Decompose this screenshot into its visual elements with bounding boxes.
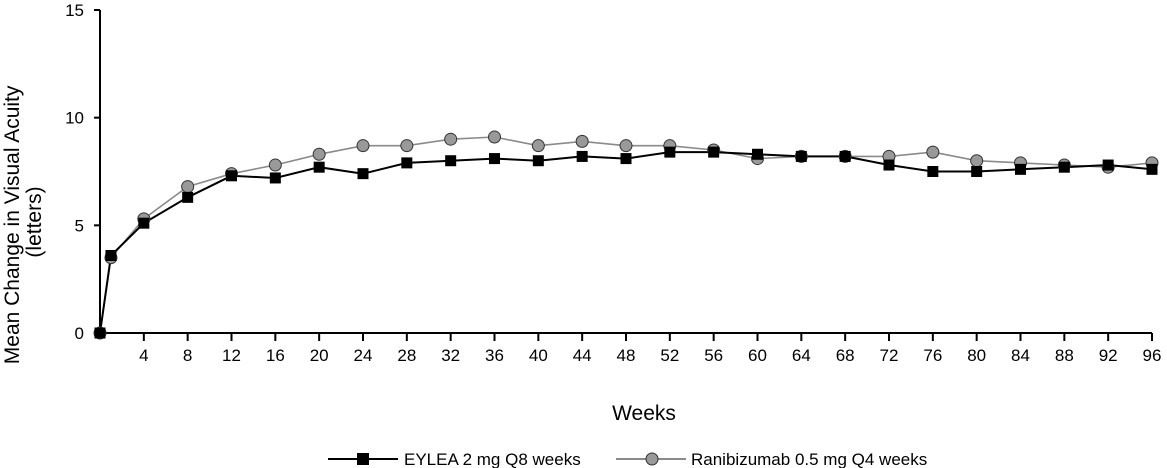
data-point-ranibizumab — [619, 139, 633, 153]
data-point-eylea — [489, 153, 500, 165]
data-point-eylea — [182, 191, 194, 203]
x-tick-label: 68 — [836, 346, 855, 365]
x-tick-label: 44 — [573, 346, 592, 365]
data-point-eylea — [445, 155, 457, 167]
y-axis-title-line-2: (letters) — [23, 186, 46, 257]
data-point-eylea — [664, 146, 676, 158]
data-point-ranibizumab — [488, 130, 501, 144]
y-tick-label: 10 — [65, 109, 84, 128]
data-point-ranibizumab — [356, 139, 370, 153]
series-line-ranibizumab — [99, 136, 1153, 334]
y-tick-label: 0 — [75, 324, 84, 343]
legend-item-ranibizumab: Ranibizumab 0.5 mg Q4 weeks — [616, 450, 927, 468]
data-point-eylea — [1102, 159, 1114, 171]
y-axis-title-line-1: Mean Change in Visual Acuity — [1, 85, 24, 364]
x-tick-label: 20 — [310, 346, 329, 365]
data-point-eylea — [532, 155, 544, 167]
data-point-ranibizumab — [181, 180, 195, 194]
x-tick-label: 60 — [748, 346, 767, 365]
data-point-eylea — [357, 168, 369, 180]
data-point-eylea — [1058, 161, 1070, 173]
legend-label-eylea: EYLEA 2 mg Q8 weeks — [404, 450, 581, 468]
legend-marker-eylea — [357, 453, 369, 465]
x-tick-label: 48 — [617, 346, 636, 365]
y-tick-label: 5 — [75, 216, 84, 235]
x-tick-label: 4 — [139, 346, 148, 365]
data-point-eylea — [226, 170, 237, 182]
data-point-ranibizumab — [312, 147, 326, 161]
data-point-ranibizumab — [444, 132, 458, 146]
x-tick-label: 96 — [1143, 346, 1162, 365]
x-tick-label: 36 — [485, 346, 504, 365]
x-tick-label: 80 — [967, 346, 986, 365]
data-point-eylea — [313, 161, 325, 173]
series-layer — [93, 130, 1159, 340]
data-point-eylea — [105, 249, 117, 261]
legend-marker-ranibizumab — [645, 452, 659, 466]
data-point-eylea — [927, 166, 939, 177]
data-point-ranibizumab — [575, 134, 589, 148]
data-point-eylea — [971, 166, 983, 177]
x-tick-label: 64 — [792, 346, 811, 365]
x-tick-label: 8 — [183, 346, 192, 365]
data-point-ranibizumab — [926, 145, 940, 159]
data-point-eylea — [401, 157, 413, 169]
x-tick-label: 52 — [660, 346, 679, 365]
data-point-eylea — [620, 153, 632, 165]
data-point-eylea — [839, 150, 851, 162]
data-point-ranibizumab — [531, 139, 545, 153]
data-point-ranibizumab — [400, 139, 414, 153]
data-point-eylea — [269, 172, 281, 184]
data-point-eylea — [94, 327, 106, 339]
x-tick-label: 56 — [704, 346, 723, 365]
legend-item-eylea: EYLEA 2 mg Q8 weeks — [328, 450, 581, 468]
y-tick-label: 15 — [65, 1, 84, 20]
x-tick-label: 40 — [529, 346, 548, 365]
x-ticks: 4 8 12 16 20 24 28 32 36 40 44 48 52 56 60 64 68 72 76 80 84… — [139, 333, 1161, 365]
x-tick-label: 16 — [266, 346, 285, 365]
x-tick-label: 12 — [222, 346, 241, 365]
data-point-eylea — [795, 150, 807, 162]
data-point-eylea — [752, 148, 763, 160]
data-point-eylea — [883, 159, 895, 171]
legend: EYLEA 2 mg Q8 weeks Ranibizumab 0.5 mg Q… — [328, 450, 927, 468]
x-tick-label: 76 — [923, 346, 942, 365]
series-line-eylea — [99, 151, 1153, 334]
data-point-eylea — [138, 217, 150, 229]
x-tick-label: 28 — [397, 346, 416, 365]
x-tick-label: 88 — [1055, 346, 1074, 365]
y-axis-title: Mean Change in Visual Acuity (letters) — [1, 80, 46, 364]
x-tick-label: 24 — [354, 346, 373, 365]
data-point-eylea — [1015, 163, 1026, 175]
data-point-eylea — [1146, 163, 1158, 175]
x-tick-label: 84 — [1011, 346, 1030, 365]
y-ticks: 0 5 10 15 — [65, 1, 100, 343]
x-axis-title: Weeks — [612, 402, 676, 425]
x-tick-label: 72 — [880, 346, 899, 365]
x-tick-label: 32 — [441, 346, 460, 365]
data-point-eylea — [708, 146, 720, 158]
data-point-ranibizumab — [970, 154, 984, 168]
data-point-eylea — [576, 150, 588, 162]
legend-label-ranibizumab: Ranibizumab 0.5 mg Q4 weeks — [691, 450, 927, 468]
data-point-ranibizumab — [268, 158, 282, 172]
x-tick-label: 92 — [1099, 346, 1118, 365]
